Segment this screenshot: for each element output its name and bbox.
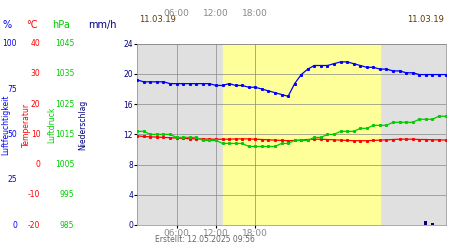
Text: 20: 20	[31, 100, 40, 109]
Text: hPa: hPa	[52, 20, 70, 30]
Text: 11.03.19: 11.03.19	[407, 15, 444, 24]
Text: %: %	[2, 20, 11, 30]
Text: 30: 30	[31, 70, 40, 78]
Text: 100: 100	[3, 39, 17, 48]
Text: 1015: 1015	[55, 130, 74, 139]
Text: 50: 50	[7, 130, 17, 139]
Text: 75: 75	[7, 84, 17, 94]
Bar	[295, 44, 380, 225]
Text: -10: -10	[28, 190, 40, 199]
Text: Niederschlag: Niederschlag	[79, 100, 88, 150]
Text: 06:00: 06:00	[164, 8, 189, 18]
Text: 1035: 1035	[55, 70, 74, 78]
Text: 985: 985	[60, 220, 74, 230]
Text: 25: 25	[8, 175, 17, 184]
Text: 11.03.19: 11.03.19	[139, 15, 176, 24]
Text: 0: 0	[36, 160, 40, 169]
Text: 10: 10	[31, 130, 40, 139]
Text: 1025: 1025	[55, 100, 74, 109]
Text: Luftfeuchtigkeit: Luftfeuchtigkeit	[1, 95, 10, 155]
Text: 18:00: 18:00	[243, 8, 268, 18]
Bar	[431, 223, 434, 225]
Text: 995: 995	[59, 190, 74, 199]
Text: Temperatur: Temperatur	[22, 103, 31, 147]
Text: 12:00: 12:00	[203, 8, 229, 18]
Text: °C: °C	[26, 20, 38, 30]
Text: Luftdruck: Luftdruck	[47, 107, 56, 143]
Bar	[424, 221, 427, 225]
Text: 1045: 1045	[55, 39, 74, 48]
Text: mm/h: mm/h	[88, 20, 116, 30]
Bar	[222, 44, 295, 225]
Text: -20: -20	[28, 220, 40, 230]
Text: 40: 40	[31, 39, 40, 48]
Text: Erstellt: 12.05.2025 09:56: Erstellt: 12.05.2025 09:56	[155, 236, 255, 244]
Text: 1005: 1005	[55, 160, 74, 169]
Text: 0: 0	[12, 220, 17, 230]
